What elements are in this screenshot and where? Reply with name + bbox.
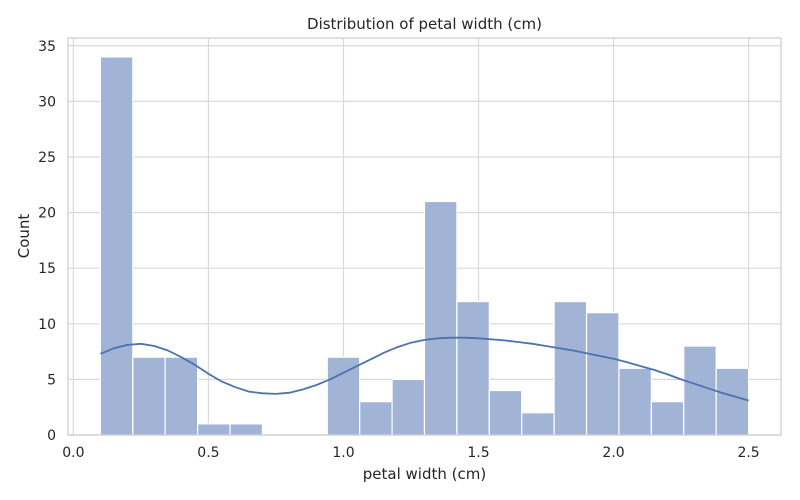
y-tick-label: 10 [38,317,56,333]
x-tick-label: 2.0 [602,445,624,461]
plot-frame [67,37,782,436]
y-tick-label: 35 [38,39,56,55]
x-axis-label: petal width (cm) [363,465,486,483]
histogram-bar [391,378,426,436]
kde-curve-layer [100,336,749,402]
histogram-bar [521,412,555,436]
histogram-bar [326,356,361,436]
histogram-bar [359,401,393,436]
y-tick-label: 0 [47,428,56,444]
x-tick-labels: 0.0 0.5 1.0 1.5 2.0 2.5 [62,445,759,461]
histogram-bar [229,423,264,436]
y-tick-label: 5 [47,372,56,388]
x-tick-label: 1.0 [332,445,354,461]
histogram-bar [585,312,620,436]
histogram-bar [99,56,134,436]
y-axis-label: Count [15,214,33,259]
y-tick-labels: 0 5 10 15 20 25 30 35 [38,39,56,444]
x-tick-label: 2.5 [737,445,759,461]
y-tick-label: 30 [38,94,56,110]
histogram-bar [715,367,750,436]
histogram-bar [197,423,231,436]
histogram-bar [650,401,685,436]
x-tick-label: 0.5 [197,445,219,461]
y-tick-label: 15 [38,261,56,277]
histogram-bar [132,356,166,436]
y-tick-label: 25 [38,150,56,166]
kde-curve [100,336,749,402]
x-tick-label: 1.5 [467,445,489,461]
chart-title: Distribution of petal width (cm) [307,15,542,33]
histogram-bar [618,367,652,436]
histogram-bar [553,300,588,436]
x-tick-label: 0.0 [62,445,84,461]
histogram-bar [164,356,199,436]
histogram-bar [456,300,490,436]
histogram-bar [488,389,523,436]
histogram-bars [99,56,750,436]
y-tick-label: 20 [38,206,56,222]
histogram-bar [423,200,458,436]
histogram-bar [683,345,717,436]
